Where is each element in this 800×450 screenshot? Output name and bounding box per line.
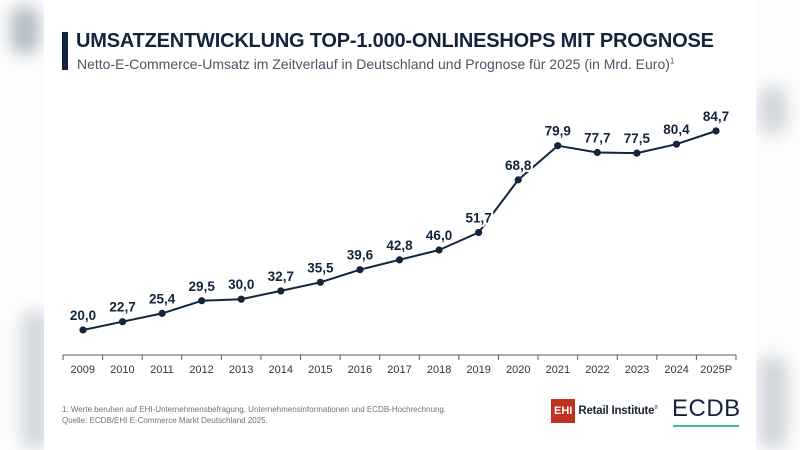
x-tick-label: 2014: [268, 364, 292, 376]
data-label: 35,5: [307, 260, 334, 275]
x-tick-label: 2017: [387, 364, 411, 376]
x-tick-label: 2020: [506, 364, 530, 376]
x-tick-label: 2015: [308, 364, 332, 376]
x-tick-label: 2025P: [700, 364, 732, 376]
subtitle-text: Netto-E-Commerce-Umsatz im Zeitverlauf i…: [77, 56, 670, 72]
data-label: 22,7: [109, 300, 135, 315]
x-tick-label: 2019: [466, 364, 490, 376]
x-axis: 2009 2010 2011 2012 2013 2014 2015 2016 2017 2018…: [62, 354, 737, 376]
data-label: 84,7: [703, 109, 729, 124]
series-line: [82, 130, 717, 331]
data-point: [435, 246, 443, 254]
data-point: [158, 309, 166, 317]
data-point: [79, 326, 87, 334]
data-label: 46,0: [426, 228, 452, 243]
x-tick-label: 2012: [189, 364, 213, 376]
data-point: [395, 256, 404, 264]
ecdb-logo-underline: [673, 425, 739, 427]
x-tick-label: 2021: [546, 364, 570, 376]
data-labels: 20,0 22,7 25,4 29,5 30,0 32,7 35,5 39,6 42,8 46,0…: [68, 107, 731, 325]
data-point: [277, 287, 285, 295]
chart-title: UMSATZENTWICKLUNG TOP-1.000-ONLINESHOPS …: [76, 30, 714, 52]
x-tick-label: 2023: [625, 364, 649, 376]
x-tick-label: 2011: [150, 364, 174, 376]
ehi-retail-institute-logo: EHI Retail Institute®: [551, 399, 658, 423]
title-accent-bar: [62, 32, 68, 70]
chart-card: [44, 0, 756, 450]
data-point: [672, 140, 681, 148]
background-blur-right: [758, 85, 788, 135]
data-point: [316, 278, 324, 286]
data-label: 20,0: [70, 308, 96, 323]
footnote-text: 1: Werte beruhen auf EHI-Unternehmensbef…: [62, 405, 447, 414]
x-tick-label: 2009: [71, 364, 95, 376]
data-point: [554, 142, 562, 150]
data-point: [118, 318, 127, 326]
data-label: 29,5: [189, 279, 216, 294]
ehi-logo-box: EHI: [551, 399, 576, 423]
data-label: 77,7: [584, 130, 610, 145]
data-points: [79, 127, 720, 334]
ehi-logo-wordmark: Retail Institute: [578, 405, 655, 417]
x-tick-label: 2024: [664, 364, 688, 376]
data-point: [593, 148, 601, 157]
data-label: 42,8: [386, 238, 413, 253]
footnote: 1: Werte beruhen auf EHI-Unternehmensbef…: [62, 404, 446, 426]
data-label: 51,7: [465, 210, 491, 225]
data-label: 30,0: [228, 277, 254, 292]
series-line-group: [82, 130, 717, 331]
x-tick-label: 2013: [229, 364, 253, 376]
data-point: [237, 295, 245, 303]
x-tick-label: 2010: [110, 364, 134, 376]
subtitle-footnote-marker: 1: [669, 56, 675, 66]
x-tick-label: 2018: [427, 364, 451, 376]
source-text: Quelle: ECDB/EHI E-Commerce Markt Deutsc…: [62, 416, 268, 425]
data-point: [633, 149, 641, 157]
data-point: [356, 266, 364, 274]
background-blur-bottom-right: [758, 355, 788, 450]
data-label: 39,6: [347, 248, 374, 263]
data-label: 77,5: [624, 131, 651, 146]
data-point: [514, 176, 522, 184]
ecdb-logo-text: ECDB: [672, 395, 741, 422]
background-blur-top-left: [10, 5, 40, 55]
data-label: 32,7: [268, 269, 294, 284]
x-tick-label: 2022: [585, 364, 609, 376]
registered-mark: ®: [654, 405, 658, 412]
ehi-logo-text: Retail Institute®: [578, 405, 658, 417]
ecdb-logo: ECDB: [672, 396, 741, 427]
data-point: [475, 228, 483, 237]
data-point: [198, 297, 206, 305]
data-label: 25,4: [149, 291, 176, 306]
data-label: 79,9: [545, 124, 571, 139]
x-tick-label: 2016: [348, 364, 372, 376]
chart-subtitle: Netto-E-Commerce-Umsatz im Zeitverlauf i…: [77, 56, 674, 72]
data-point: [712, 127, 720, 135]
data-label: 80,4: [663, 122, 690, 137]
data-label: 68,8: [505, 158, 532, 173]
